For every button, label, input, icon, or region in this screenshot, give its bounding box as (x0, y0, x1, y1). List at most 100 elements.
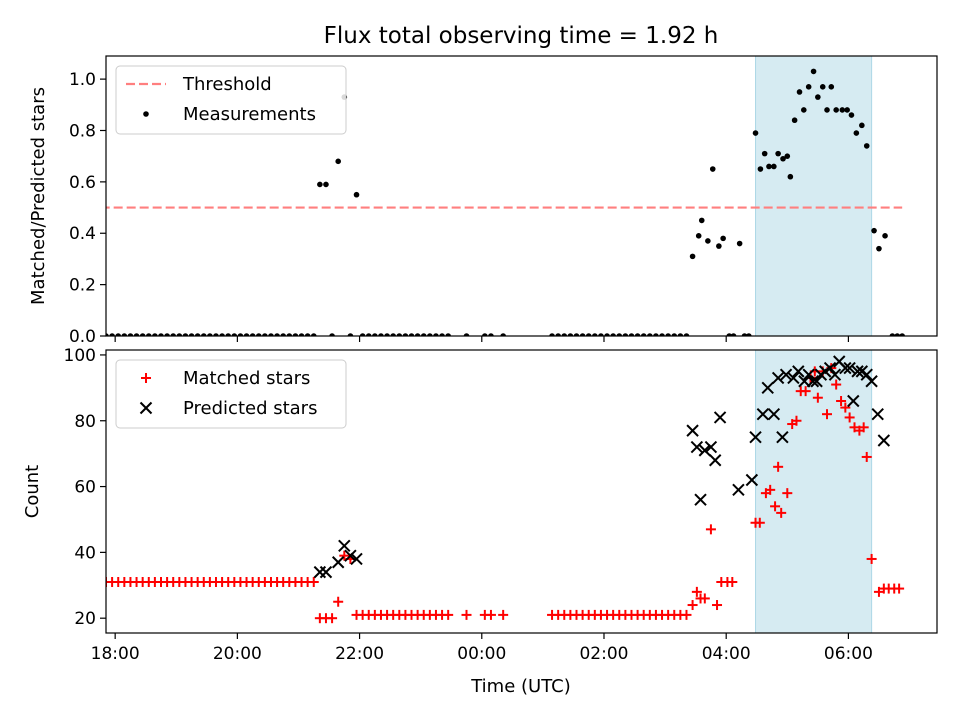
measurement-point (439, 333, 445, 336)
measurement-point (853, 130, 860, 136)
measurement-point (262, 333, 268, 336)
measurement-point (839, 107, 846, 113)
y-tick-label: 0.0 (69, 327, 96, 347)
measurement-point (433, 333, 439, 336)
measurement-point (567, 333, 574, 336)
y-tick-label: 0.2 (69, 276, 96, 296)
measurement-point (378, 333, 384, 336)
predicted-star-point (779, 368, 793, 381)
measurement-point (741, 333, 748, 336)
predicted-star-point (331, 556, 345, 569)
matched-star-point (770, 501, 781, 512)
matched-star-point (485, 609, 496, 620)
predicted-star-point (851, 365, 864, 378)
measurement-point (876, 245, 882, 252)
measurement-point (292, 333, 299, 336)
measurement-point (317, 181, 323, 188)
measurement-point (414, 333, 421, 336)
measurement-point (784, 153, 791, 159)
x-tick-label: 00:00 (457, 644, 506, 664)
measurement-point (555, 333, 561, 336)
measurement-point (268, 333, 274, 336)
matched-star-point (831, 379, 842, 390)
predicted-star-point (344, 549, 357, 562)
matched-star-point (773, 461, 784, 472)
matched-star-point (461, 609, 472, 620)
measurement-point (579, 333, 586, 336)
matched-star-point (687, 600, 698, 611)
measurement-point (848, 112, 855, 118)
measurement-point (736, 240, 743, 247)
matched-star-point (333, 596, 344, 607)
measurement-point (408, 333, 415, 336)
measurement-point (176, 333, 183, 336)
matched-star-point (699, 593, 710, 604)
measurement-point (304, 333, 311, 336)
x-tick-label: 20:00 (213, 644, 262, 664)
matched-star-point (83, 577, 93, 587)
predicted-star-point (865, 375, 878, 388)
measurement-point (323, 181, 329, 188)
measurement-point (231, 333, 238, 336)
measurement-point (709, 166, 716, 172)
legend-label: Predicted stars (183, 398, 317, 419)
y-tick-label: 40 (74, 543, 96, 563)
measurement-point (372, 333, 378, 336)
measurement-point (445, 333, 451, 336)
predicted-star-point (704, 440, 718, 454)
matched-star-point (754, 517, 765, 528)
measurement-point (882, 233, 888, 239)
measurement-point (353, 191, 360, 198)
measurement-point (859, 122, 865, 129)
predicted-star-point (350, 552, 363, 566)
matched-star-point (95, 577, 105, 587)
predicted-star-point (698, 444, 712, 457)
measurement-point (280, 333, 286, 336)
matched-star-point (498, 609, 509, 620)
measurement-point (402, 333, 409, 336)
measurement-point (844, 107, 850, 113)
measurement-point (225, 333, 232, 336)
predicted-star-point (708, 454, 722, 467)
y-tick-label: 1.0 (69, 70, 96, 90)
measurement-point (158, 333, 164, 336)
measurement-point (384, 333, 390, 336)
measurement-point (145, 333, 152, 336)
legend-predicted-swatch (139, 401, 153, 415)
predicted-star-point (847, 394, 860, 408)
measurement-point (488, 333, 494, 336)
measurement-point (194, 333, 201, 336)
measurement-point (622, 333, 629, 336)
measurement-point (610, 333, 616, 336)
measurement-point (482, 333, 488, 336)
predicted-star-point (694, 493, 707, 506)
measurement-point (871, 227, 877, 234)
predicted-star-point (313, 565, 327, 579)
matched-star-point (727, 576, 738, 587)
measurement-point (805, 84, 812, 90)
y-tick-label: 0.4 (69, 224, 96, 244)
measurement-point (628, 333, 635, 336)
measurement-point (329, 333, 335, 336)
predicted-star-point (338, 539, 351, 553)
matched-star-point (894, 583, 905, 594)
matched-star-point (691, 586, 702, 597)
measurement-point (889, 333, 896, 336)
chart-title: Flux total observing time = 1.92 h (324, 23, 719, 49)
measurement-point (634, 333, 641, 336)
predicted-star-point (810, 375, 823, 388)
x-tick-label: 04:00 (702, 644, 751, 664)
measurement-point (243, 333, 250, 336)
matched-star-point (339, 550, 350, 561)
measurement-point (819, 84, 826, 90)
measurement-point (698, 217, 705, 224)
measurement-point (365, 333, 372, 336)
matched-star-point (861, 451, 872, 462)
measurement-point (640, 333, 647, 336)
legend-label: Measurements (183, 104, 316, 125)
measurement-point (133, 333, 140, 336)
measurement-point (127, 333, 134, 336)
matched-star-point (844, 412, 855, 423)
predicted-star-point (732, 483, 745, 497)
